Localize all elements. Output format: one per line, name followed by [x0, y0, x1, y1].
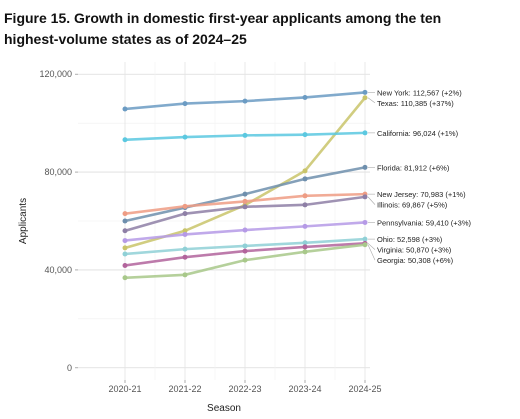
data-point-florida [242, 191, 248, 197]
data-point-florida [362, 164, 368, 170]
data-point-virginia [302, 244, 308, 250]
data-point-new-york [122, 106, 128, 112]
x-tick-label: 2021-22 [168, 384, 201, 394]
data-point-new-york [242, 98, 248, 104]
series-group [122, 89, 368, 281]
data-point-virginia [122, 263, 128, 269]
data-point-new-jersey [182, 203, 188, 209]
data-point-pennsylvania [182, 231, 188, 237]
end-label-ohio: Ohio: 52,598 (+3%) [377, 235, 443, 244]
x-tick-label: 2024-25 [348, 384, 381, 394]
end-label-leader [367, 97, 376, 104]
data-point-illinois [122, 228, 128, 234]
end-label-virginia: Virginia: 50,870 (+3%) [377, 246, 452, 255]
data-point-florida [122, 218, 128, 224]
y-tick-label: 40,000 [44, 265, 72, 275]
x-axis-title: Season [207, 403, 241, 414]
data-point-california [182, 134, 188, 140]
data-point-pennsylvania [362, 219, 368, 225]
y-tick-label: 120,000 [39, 69, 72, 79]
data-point-virginia [182, 254, 188, 260]
data-point-ohio [122, 251, 128, 257]
x-tick-label: 2022-23 [228, 384, 261, 394]
y-tick-label: 0 [67, 363, 72, 373]
x-tick-label: 2023-24 [288, 384, 321, 394]
data-point-illinois [302, 202, 308, 208]
data-point-new-york [302, 94, 308, 100]
data-point-illinois [362, 194, 368, 200]
data-point-pennsylvania [302, 223, 308, 229]
end-label-new-york: New York: 112,567 (+2%) [377, 88, 462, 97]
data-point-illinois [242, 204, 248, 210]
data-point-ohio [182, 246, 188, 252]
end-label-leader [367, 196, 376, 205]
data-point-california [302, 132, 308, 138]
end-label-florida: Florida: 81,912 (+6%) [377, 163, 450, 172]
data-point-new-york [182, 101, 188, 107]
data-point-florida [302, 176, 308, 182]
end-label-pennsylvania: Pennsylvania: 59,410 (+3%) [377, 218, 472, 227]
data-point-new-jersey [302, 193, 308, 199]
data-point-texas [362, 95, 368, 101]
data-point-georgia [122, 275, 128, 281]
y-tick-label: 80,000 [44, 167, 72, 177]
data-point-illinois [182, 211, 188, 217]
end-label-illinois: Illinois: 69,867 (+5%) [377, 201, 448, 210]
data-point-georgia [182, 272, 188, 278]
data-point-texas [182, 228, 188, 234]
end-label-california: California: 96,024 (+1%) [377, 129, 459, 138]
x-tick-label: 2020-21 [108, 384, 141, 394]
data-point-ohio [242, 243, 248, 249]
data-point-california [122, 137, 128, 143]
data-point-new-york [362, 89, 368, 95]
data-point-virginia [242, 248, 248, 254]
end-labels: New York: 112,567 (+2%) Texas: 110,385 (+… [367, 88, 472, 265]
end-label-leader [367, 243, 376, 250]
grid [78, 62, 370, 380]
end-label-georgia: Georgia: 50,308 (+6%) [377, 256, 454, 265]
end-label-texas: Texas: 110,385 (+37%) [377, 99, 454, 108]
data-point-texas [122, 245, 128, 251]
y-axis-title: Applicants [18, 198, 29, 244]
data-point-ohio [362, 236, 368, 242]
axes: 0 40,000 80,000 120,000 2020-21 2021-22 2022-2… [39, 69, 381, 394]
data-point-georgia [302, 249, 308, 255]
data-point-ohio [302, 240, 308, 246]
data-point-california [242, 132, 248, 138]
data-point-california [362, 130, 368, 136]
end-label-leader [367, 244, 376, 261]
data-point-new-jersey [242, 198, 248, 204]
end-label-new-jersey: New Jersey: 70,983 (+1%) [377, 190, 466, 199]
data-point-texas [302, 168, 308, 174]
data-point-pennsylvania [122, 238, 128, 244]
data-point-new-jersey [122, 211, 128, 217]
chart-title: Figure 15. Growth in domestic first-year… [4, 10, 442, 47]
data-point-georgia [362, 242, 368, 248]
data-point-georgia [242, 257, 248, 263]
data-point-pennsylvania [242, 227, 248, 233]
